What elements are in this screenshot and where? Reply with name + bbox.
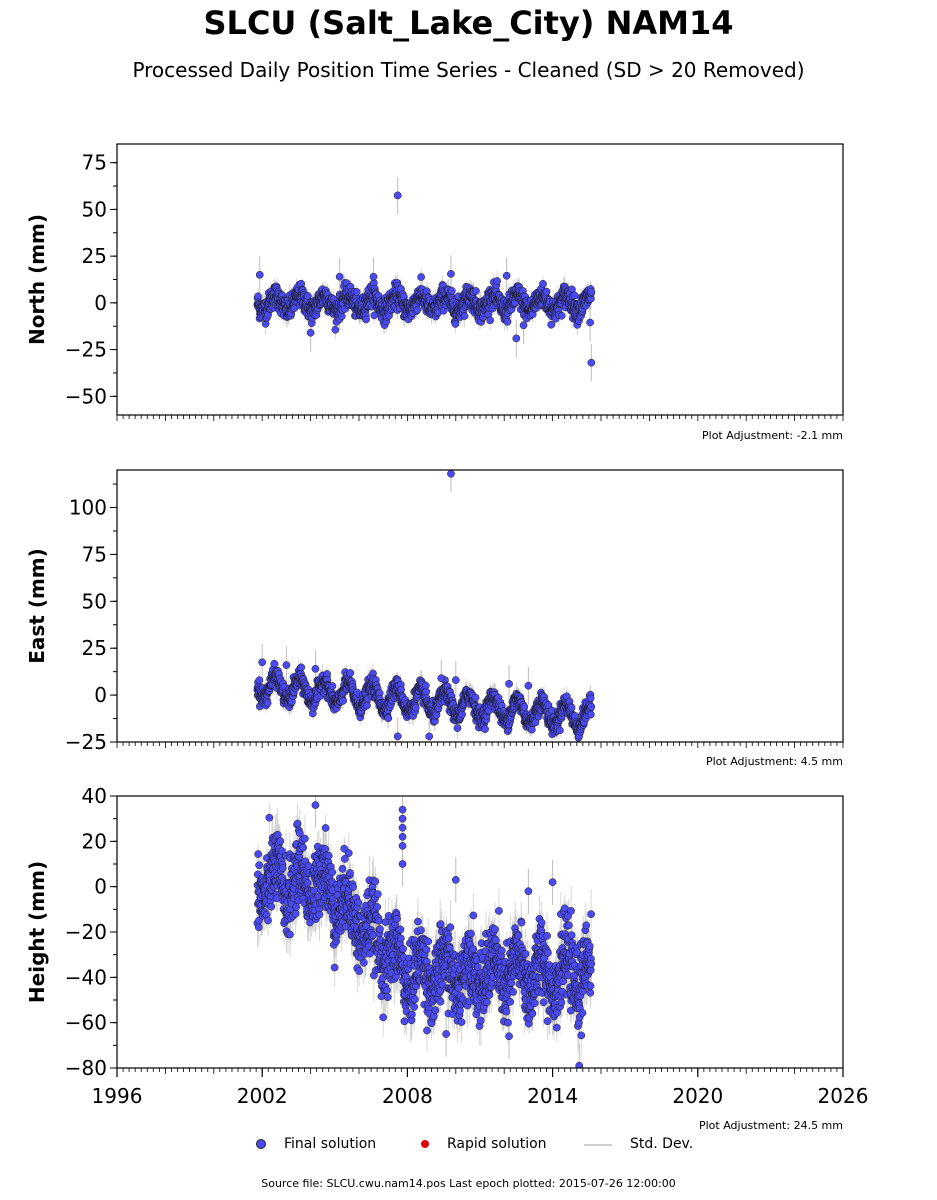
- data-point: [263, 699, 272, 707]
- data-point: [352, 288, 361, 296]
- data-point: [557, 311, 566, 320]
- data-point: [451, 320, 460, 328]
- data-point: [303, 292, 312, 300]
- data-point: [460, 312, 469, 320]
- panel-0: 75 50 25 0 −25 −50 North (mm): [25, 143, 844, 421]
- data-point: [255, 676, 264, 685]
- data-point: [570, 291, 579, 300]
- outlier-point: [519, 321, 528, 330]
- plot-area-1: [253, 470, 596, 742]
- data-point: [539, 279, 547, 288]
- outlier-point: [393, 191, 402, 200]
- outlier-point: [512, 334, 521, 343]
- data-point: [270, 659, 279, 668]
- y-tick-label: 50: [82, 197, 107, 221]
- outlier-point: [447, 270, 455, 278]
- outlier-point: [335, 272, 344, 281]
- outlier-point: [306, 328, 315, 337]
- data-point: [337, 312, 346, 321]
- data-point: [542, 287, 551, 296]
- data-point: [493, 277, 501, 285]
- y-axis-label: North (mm): [25, 214, 49, 345]
- outlier-point: [369, 272, 378, 281]
- data-point: [297, 663, 306, 672]
- plot-area-0: [253, 176, 596, 382]
- y-tick-label: 25: [82, 244, 107, 268]
- data-point: [547, 320, 556, 329]
- chart-title: SLCU (Salt_Lake_City) NAM14: [203, 4, 734, 42]
- y-tick-label: −50: [65, 384, 107, 408]
- data-point: [448, 287, 456, 295]
- y-tick-label: −25: [65, 338, 107, 362]
- outlier-point: [587, 358, 596, 367]
- y-tick-label: 75: [82, 151, 107, 175]
- data-point: [587, 288, 596, 296]
- data-point: [472, 287, 480, 295]
- data-point: [362, 315, 370, 324]
- data-point: [331, 325, 340, 334]
- outlier-point: [586, 318, 594, 327]
- data-point: [417, 273, 425, 281]
- data-point: [503, 317, 512, 326]
- outlier-point: [502, 271, 511, 280]
- outlier-point: [255, 270, 264, 279]
- plot-frame: [116, 143, 844, 416]
- y-tick-label: 0: [94, 291, 107, 315]
- data-point: [486, 316, 495, 325]
- data-point: [413, 306, 422, 314]
- chart-subtitle: Processed Daily Position Time Series - C…: [132, 58, 805, 82]
